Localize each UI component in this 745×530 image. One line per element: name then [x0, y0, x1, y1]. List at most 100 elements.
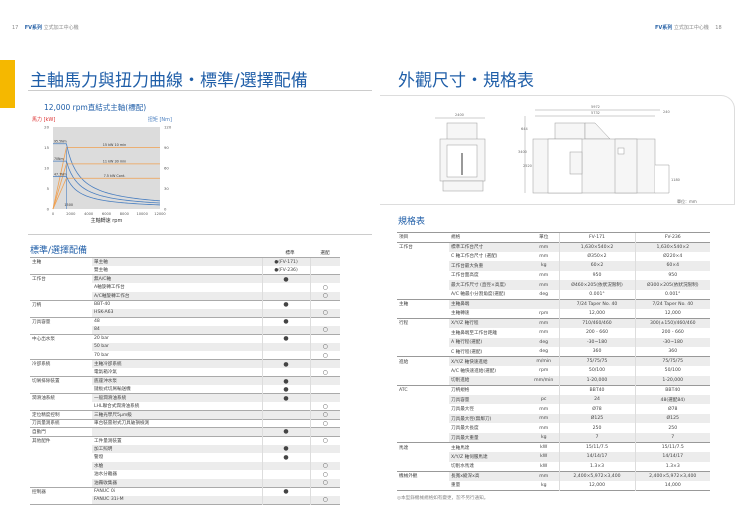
spec-fv236: 7	[634, 432, 710, 443]
y-tick-label: 10	[44, 166, 49, 171]
option-std: ●(FV-171)	[261, 257, 310, 266]
dim-height: 3400	[518, 150, 527, 154]
spec-row: 刀具容量 pc 24 48(選配84)	[397, 394, 710, 405]
spec-category	[397, 462, 449, 472]
x-tick-label: 6000	[102, 212, 112, 216]
option-opt	[309, 266, 340, 275]
option-item: 油霧收集器	[92, 478, 262, 487]
chart-divider	[28, 234, 372, 235]
spec-fv171: 710/460/460	[558, 317, 635, 328]
spec-category: 主軸	[397, 298, 449, 309]
spec-fv171: 360	[558, 347, 635, 357]
header-subtitle: 立式加工中心機	[673, 25, 709, 31]
spec-row: 行程 X/Y/Z 軸行程 mm 710/460/460 300(±150)/460/46…	[397, 317, 710, 328]
spec-category	[397, 395, 449, 405]
spec-fv236: 200 - 660	[634, 327, 710, 338]
option-row: 切屑排除裝置 底座沖水泵 ●	[30, 376, 340, 385]
spec-fv236: -30~180	[634, 337, 710, 348]
option-item: 油水分離器	[94, 472, 117, 478]
spec-fv236: 1,630×540×2	[634, 241, 710, 252]
spec-item: 主軸鼻端	[449, 298, 529, 309]
y-tick-label: 20	[44, 125, 49, 130]
option-std	[261, 410, 310, 419]
spec-item: 刀具最大徑(無鄰刀)	[449, 413, 529, 424]
right-page-header: FV系列 立式加工中心機 18	[655, 24, 722, 31]
spec-table: 項目 規格 單位 FV-171 FV-236 工作台 標準工作台尺寸 mm 1,630×540…	[397, 232, 710, 491]
option-item	[92, 427, 262, 436]
option-item: FANUC 31i-M	[92, 495, 262, 504]
spec-item: 主軸鼻端至工作台距離	[451, 330, 497, 336]
option-row: HSK-A63 ○	[30, 308, 340, 317]
front-view	[435, 117, 486, 192]
spec-row: 工作台 標準工作台尺寸 mm 1,630×540×2 1,630×540×2	[397, 241, 710, 252]
option-cat: 潤滑油系統	[30, 393, 92, 402]
spec-row: 主軸轉速 rpm 12,000 12,000	[397, 308, 710, 319]
spec-unit: pc	[529, 394, 559, 405]
option-row: 水槍 ○	[30, 461, 340, 470]
spec-row: 刀具最大徑(無鄰刀) mm Ø125 Ø125	[397, 413, 710, 424]
option-opt	[309, 444, 340, 453]
spec-fv236: 360	[634, 347, 710, 357]
option-item: FANUC 0i	[92, 486, 262, 496]
option-row: 電氣箱冷氣 ○	[30, 368, 340, 377]
spec-fv171: 1.3×3	[558, 461, 635, 472]
option-item: BBT-40	[92, 299, 262, 309]
option-std	[261, 308, 310, 317]
spec-unit: mm	[529, 241, 559, 252]
left-page-header: 17 FV系列 立式加工中心機	[12, 24, 79, 31]
option-item: 工件量測裝置	[92, 435, 262, 445]
spec-fv236: 14/14/17	[634, 452, 710, 462]
option-std: ●	[261, 376, 310, 385]
spec-fv236: 1.3×3	[634, 461, 710, 472]
x-tick-label: 0	[52, 212, 55, 216]
option-opt: ○	[309, 308, 340, 317]
unit-label: 單位：mm	[677, 198, 697, 204]
option-std	[261, 435, 310, 445]
spec-fv171: BBT40	[558, 384, 635, 395]
option-std	[261, 351, 310, 360]
spec-item: 標準工作台尺寸	[449, 241, 529, 252]
spec-fv171: Ø460×205(依狀況限制)	[558, 280, 635, 290]
option-std	[261, 325, 310, 334]
power-series-label: 7.5 kW Cont.	[104, 174, 126, 178]
option-opt: ○	[309, 470, 340, 479]
option-item: 加工照明	[92, 444, 262, 453]
spec-fv236: 60×4	[634, 261, 710, 271]
option-std: ●	[261, 316, 310, 326]
option-item: 48	[92, 316, 262, 326]
option-std	[261, 402, 310, 411]
torque-curve	[53, 160, 161, 204]
spec-fv171: 200 - 660	[558, 327, 635, 338]
option-item: 主軸冷卻系統	[92, 359, 262, 368]
spec-unit: kg	[540, 482, 547, 488]
spec-item: 重量	[451, 483, 461, 489]
title-divider	[28, 90, 372, 91]
spec-row: 工作台最大負重 kg 60×2 60×4	[397, 261, 710, 271]
spec-header: FV-236	[634, 232, 710, 243]
power-series-label: 15 kW 10 min	[103, 143, 127, 147]
spec-row: ATC 刀柄規格 BBT40 BBT40	[397, 384, 710, 395]
option-opt	[309, 274, 340, 283]
spec-unit: deg	[539, 349, 549, 355]
spec-title: 規格表	[398, 217, 426, 227]
spec-fv171: 7/24 Taper No. 40	[558, 298, 635, 309]
option-row: 刀具量測系統 車台裝雷射式刀具破損檢測 ○	[30, 418, 340, 428]
spec-fv171: 15/11/7.5	[558, 442, 635, 453]
option-item: 無A/C軸	[92, 274, 262, 283]
spec-row: 最大工作尺寸 (直徑×高度) mm Ø460×205(依狀況限制) Ø300×205(…	[397, 280, 710, 290]
option-item: LHL聯合式潤滑油系統	[94, 404, 140, 409]
y2-tick-label: 90	[164, 145, 169, 150]
power-series-label: 11 kW 30 min	[103, 159, 127, 163]
option-opt	[309, 359, 340, 368]
option-opt	[309, 257, 340, 266]
option-item: 50 bar	[92, 342, 262, 351]
option-cat: 切屑排除裝置	[30, 376, 92, 385]
option-cat: 冷卻系統	[30, 359, 92, 368]
spec-category	[397, 376, 449, 386]
option-row: 加工照明 ●	[30, 444, 340, 453]
spec-row: X/Y/Z 軸伺服馬達 kW 14/14/17 14/14/17	[397, 452, 710, 462]
spec-category	[397, 261, 449, 271]
spec-fv236: 48(選配84)	[634, 394, 710, 405]
option-cat: 主軸	[30, 257, 92, 266]
option-item: 電氣箱冷氣	[94, 370, 117, 375]
